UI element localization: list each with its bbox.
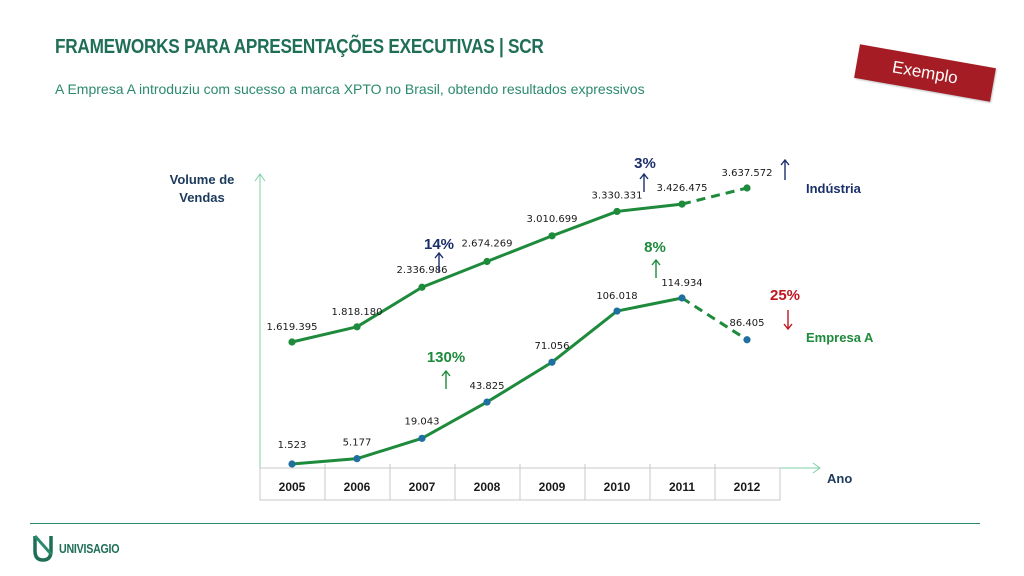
- logo: UNIVISAGIO: [32, 533, 133, 563]
- x-tick-label: 2005: [279, 480, 306, 494]
- up-arrow-head-icon: [780, 158, 790, 166]
- series-line-0: [291, 202, 683, 344]
- x-tick-label: 2012: [734, 480, 761, 494]
- data-point: [548, 358, 556, 366]
- x-axis-title: Ano: [827, 471, 852, 486]
- x-tick-label: 2010: [604, 480, 631, 494]
- series-label: Indústria: [806, 181, 862, 196]
- logo-text: UNIVISAGIO: [59, 540, 120, 556]
- x-tick-label: 2011: [669, 480, 695, 494]
- footer-divider: [30, 523, 980, 524]
- x-tick-label: 2009: [539, 480, 566, 494]
- data-point: [288, 460, 296, 468]
- data-label: 2.336.986: [397, 265, 448, 276]
- x-tick-label: 2007: [409, 480, 436, 494]
- page-title: FRAMEWORKS PARA APRESENTAÇÕES EXECUTIVAS…: [55, 36, 544, 58]
- series-label: Empresa A: [806, 330, 874, 345]
- down-arrow-head-icon: [783, 323, 793, 331]
- data-point: [483, 398, 491, 406]
- data-point: [288, 338, 296, 346]
- data-point: [483, 257, 491, 266]
- data-label: 19.043: [405, 416, 440, 427]
- growth-rate-label: 130%: [427, 349, 465, 366]
- data-label: 5.177: [343, 438, 372, 449]
- data-point: [353, 455, 361, 463]
- data-point: [613, 307, 621, 315]
- data-label: 3.010.699: [527, 214, 578, 225]
- up-arrow-head-icon: [651, 258, 661, 266]
- data-point: [353, 323, 361, 331]
- up-arrow-head-icon: [441, 369, 451, 377]
- data-point: [678, 200, 686, 208]
- growth-rate-label: 25%: [770, 287, 800, 304]
- x-tick-label: 2008: [474, 480, 501, 494]
- univisagio-logo-icon: [33, 535, 53, 562]
- growth-rate-label: 3%: [634, 155, 656, 172]
- data-label: 1.619.395: [267, 322, 318, 333]
- data-label: 1.818.180: [332, 307, 383, 318]
- series-projection-0: [681, 186, 748, 206]
- series-projection-1: [681, 296, 748, 342]
- data-point: [743, 184, 751, 192]
- data-label: 3.426.475: [657, 183, 708, 194]
- up-arrow-head-icon: [639, 172, 649, 180]
- data-point: [613, 207, 621, 216]
- data-label: 3.637.572: [722, 168, 773, 179]
- data-label: 43.825: [470, 381, 505, 392]
- up-arrow-head-icon: [434, 251, 444, 259]
- sales-line-chart: 2005 2006 2007 2008 2009 2010 2011 2012 Volume d…: [170, 155, 874, 501]
- page-subtitle: A Empresa A introduziu com sucesso a mar…: [55, 81, 645, 97]
- data-point: [418, 283, 426, 291]
- data-point: [548, 232, 556, 240]
- data-label: 1.523: [278, 440, 307, 451]
- data-label: 86.405: [730, 318, 765, 329]
- data-point: [678, 294, 686, 302]
- y-axis-title-line2: Vendas: [179, 190, 225, 205]
- x-tick-label: 2006: [344, 480, 371, 494]
- data-point: [418, 434, 426, 442]
- y-axis-arrow: [254, 173, 266, 182]
- data-label: 71.056: [535, 341, 570, 352]
- data-label: 2.674.269: [462, 239, 513, 250]
- data-label: 3.330.331: [592, 190, 643, 201]
- y-axis-title-line1: Volume de: [170, 172, 235, 187]
- growth-rate-label: 8%: [644, 239, 666, 256]
- data-point: [743, 336, 751, 344]
- x-axis-arrow: [812, 462, 821, 474]
- data-label: 114.934: [661, 278, 702, 289]
- data-label: 106.018: [596, 291, 637, 302]
- growth-rate-label: 14%: [424, 236, 454, 253]
